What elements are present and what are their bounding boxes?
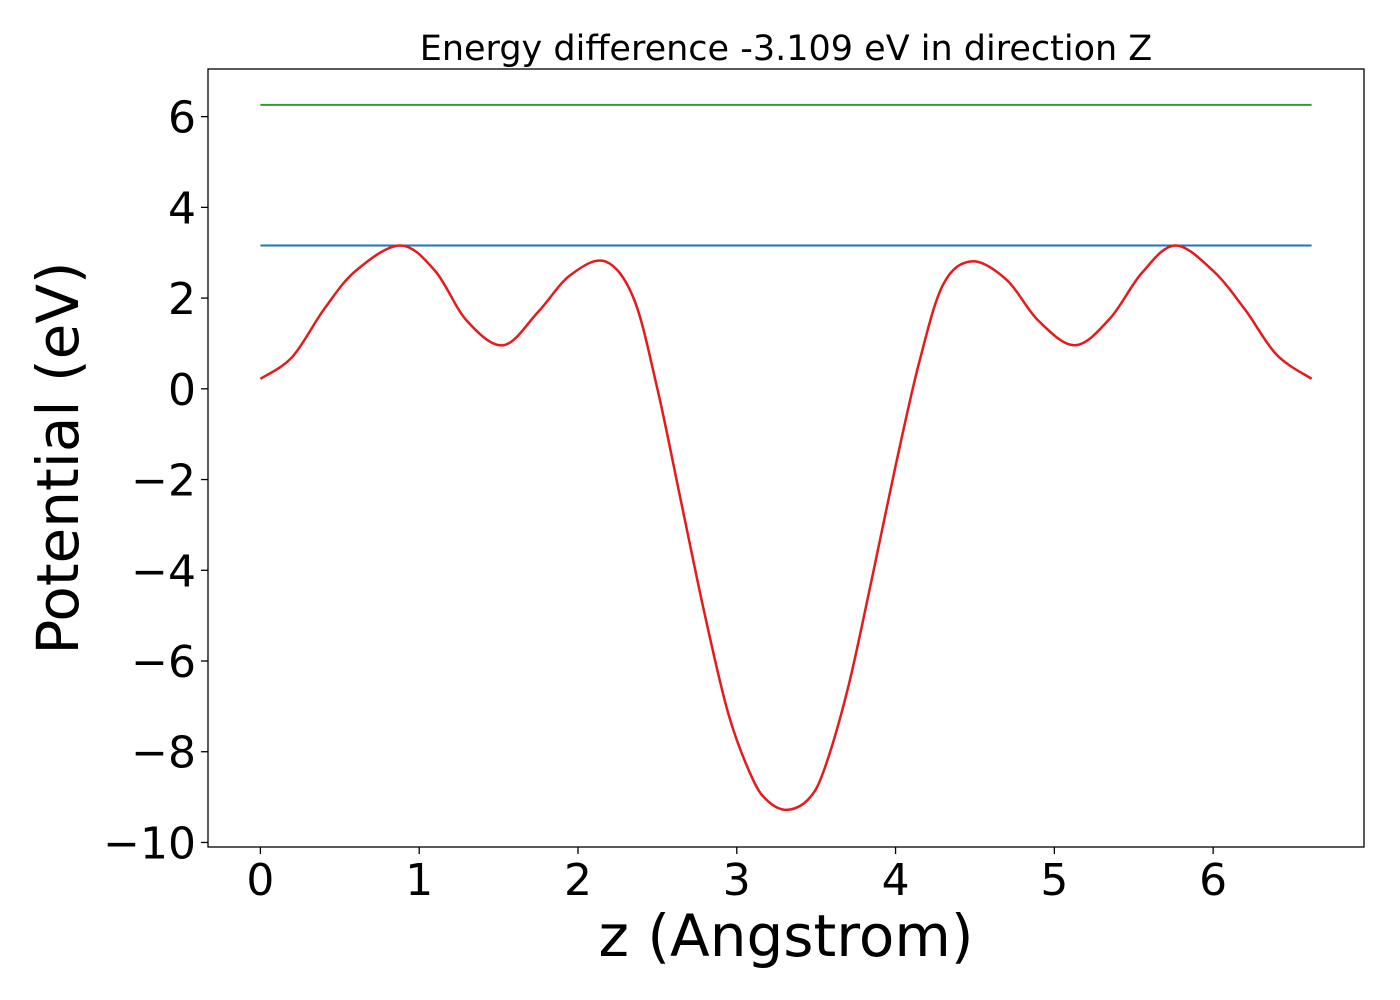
y-tick-label: 6: [168, 93, 196, 144]
x-tick-label: 4: [882, 855, 910, 906]
y-tick-label: 0: [168, 365, 196, 416]
series-line-2: [259, 244, 1313, 812]
plot-frame: [207, 68, 1365, 848]
plot-area: [207, 68, 1365, 848]
series-layer: [259, 103, 1313, 812]
chart-title: Energy difference -3.109 eV in direction…: [420, 29, 1153, 69]
x-tick-label: 0: [246, 855, 274, 906]
x-tick-label: 1: [405, 855, 433, 906]
x-tick-label: 3: [723, 855, 751, 906]
y-tick-label: −6: [131, 637, 196, 688]
x-axis: 0 1 2 3 4 5 6: [246, 847, 1227, 906]
y-tick-label: −8: [131, 728, 196, 779]
x-tick-label: 2: [564, 855, 592, 906]
y-tick-label: −4: [131, 546, 196, 597]
y-axis: 6 4 2 0 −2 −4 −6 −8 −10: [103, 93, 208, 869]
y-tick-label: 4: [168, 183, 196, 234]
x-tick-label: 6: [1199, 855, 1227, 906]
y-axis-label: Potential (eV): [24, 261, 92, 654]
x-tick-label: 5: [1040, 855, 1068, 906]
y-tick-label: −10: [103, 818, 196, 869]
x-axis-label: z (Angstrom): [599, 902, 974, 970]
y-tick-label: −2: [131, 456, 196, 507]
y-tick-label: 2: [168, 274, 196, 325]
